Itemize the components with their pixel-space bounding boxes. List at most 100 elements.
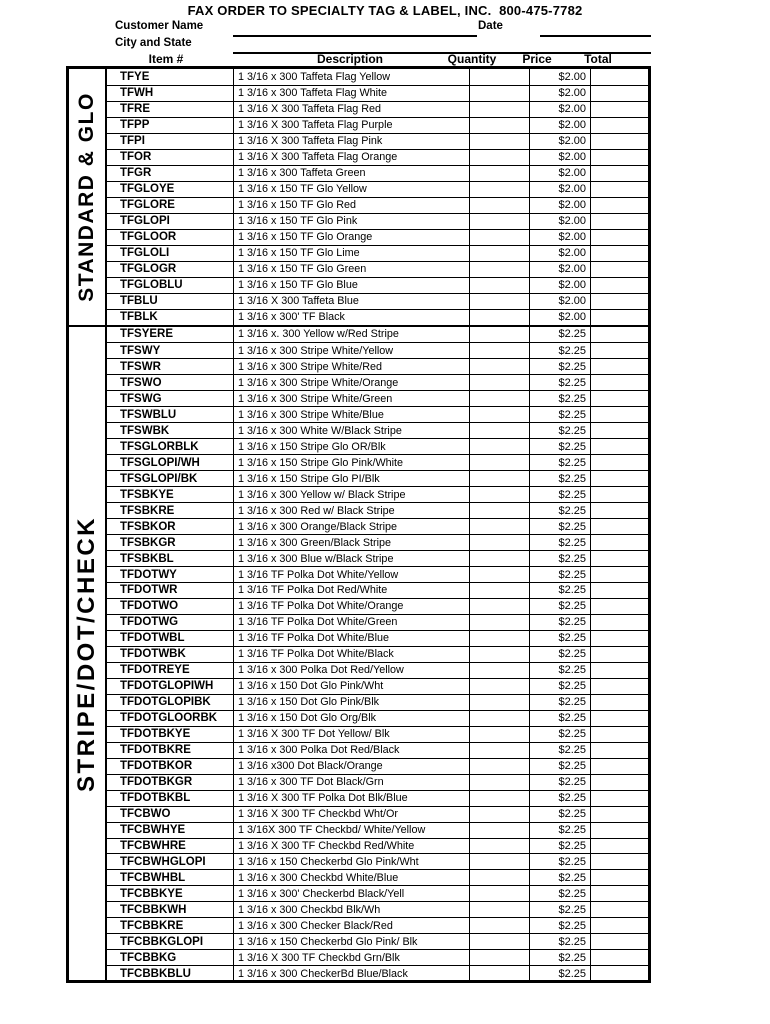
quantity-cell[interactable] — [469, 886, 529, 902]
quantity-cell[interactable] — [469, 343, 529, 359]
total-cell[interactable] — [590, 277, 648, 293]
total-cell[interactable] — [590, 117, 648, 133]
quantity-cell[interactable] — [469, 822, 529, 838]
quantity-cell[interactable] — [469, 326, 529, 343]
quantity-cell[interactable] — [469, 567, 529, 582]
total-cell[interactable] — [590, 181, 648, 197]
quantity-cell[interactable] — [469, 245, 529, 261]
quantity-cell[interactable] — [469, 407, 529, 423]
total-cell[interactable] — [590, 391, 648, 407]
quantity-cell[interactable] — [469, 261, 529, 277]
total-cell[interactable] — [590, 567, 648, 582]
quantity-cell[interactable] — [469, 69, 529, 85]
total-cell[interactable] — [590, 471, 648, 487]
quantity-cell[interactable] — [469, 439, 529, 455]
total-cell[interactable] — [590, 261, 648, 277]
total-cell[interactable] — [590, 197, 648, 213]
quantity-cell[interactable] — [469, 902, 529, 918]
total-cell[interactable] — [590, 359, 648, 375]
quantity-cell[interactable] — [469, 149, 529, 165]
total-cell[interactable] — [590, 694, 648, 710]
total-cell[interactable] — [590, 678, 648, 694]
quantity-cell[interactable] — [469, 790, 529, 806]
quantity-cell[interactable] — [469, 598, 529, 614]
total-cell[interactable] — [590, 535, 648, 551]
total-cell[interactable] — [590, 918, 648, 934]
total-cell[interactable] — [590, 790, 648, 806]
quantity-cell[interactable] — [469, 678, 529, 694]
total-cell[interactable] — [590, 583, 648, 598]
quantity-cell[interactable] — [469, 614, 529, 630]
quantity-cell[interactable] — [469, 646, 529, 662]
total-cell[interactable] — [590, 309, 648, 325]
quantity-cell[interactable] — [469, 391, 529, 407]
total-cell[interactable] — [590, 293, 648, 309]
quantity-cell[interactable] — [469, 694, 529, 710]
quantity-cell[interactable] — [469, 455, 529, 471]
quantity-cell[interactable] — [469, 165, 529, 181]
quantity-cell[interactable] — [469, 503, 529, 519]
total-cell[interactable] — [590, 439, 648, 455]
total-cell[interactable] — [590, 662, 648, 678]
total-cell[interactable] — [590, 551, 648, 567]
total-cell[interactable] — [590, 69, 648, 85]
total-cell[interactable] — [590, 966, 648, 982]
quantity-cell[interactable] — [469, 742, 529, 758]
total-cell[interactable] — [590, 614, 648, 630]
total-cell[interactable] — [590, 726, 648, 742]
quantity-cell[interactable] — [469, 375, 529, 391]
quantity-cell[interactable] — [469, 535, 529, 551]
total-cell[interactable] — [590, 503, 648, 519]
quantity-cell[interactable] — [469, 229, 529, 245]
quantity-cell[interactable] — [469, 662, 529, 678]
total-cell[interactable] — [590, 758, 648, 774]
quantity-cell[interactable] — [469, 838, 529, 854]
date-field[interactable] — [540, 35, 651, 37]
total-cell[interactable] — [590, 423, 648, 439]
total-cell[interactable] — [590, 870, 648, 886]
quantity-cell[interactable] — [469, 583, 529, 598]
total-cell[interactable] — [590, 407, 648, 423]
quantity-cell[interactable] — [469, 101, 529, 117]
quantity-cell[interactable] — [469, 870, 529, 886]
total-cell[interactable] — [590, 854, 648, 870]
total-cell[interactable] — [590, 838, 648, 854]
total-cell[interactable] — [590, 902, 648, 918]
total-cell[interactable] — [590, 646, 648, 662]
quantity-cell[interactable] — [469, 309, 529, 325]
quantity-cell[interactable] — [469, 213, 529, 229]
quantity-cell[interactable] — [469, 487, 529, 503]
quantity-cell[interactable] — [469, 359, 529, 375]
quantity-cell[interactable] — [469, 197, 529, 213]
total-cell[interactable] — [590, 149, 648, 165]
total-cell[interactable] — [590, 806, 648, 822]
total-cell[interactable] — [590, 245, 648, 261]
quantity-cell[interactable] — [469, 918, 529, 934]
quantity-cell[interactable] — [469, 630, 529, 646]
quantity-cell[interactable] — [469, 519, 529, 535]
quantity-cell[interactable] — [469, 950, 529, 966]
customer-name-field[interactable] — [233, 35, 477, 37]
quantity-cell[interactable] — [469, 854, 529, 870]
total-cell[interactable] — [590, 455, 648, 471]
total-cell[interactable] — [590, 519, 648, 535]
quantity-cell[interactable] — [469, 966, 529, 982]
total-cell[interactable] — [590, 326, 648, 343]
quantity-cell[interactable] — [469, 934, 529, 950]
total-cell[interactable] — [590, 213, 648, 229]
total-cell[interactable] — [590, 886, 648, 902]
quantity-cell[interactable] — [469, 293, 529, 309]
total-cell[interactable] — [590, 133, 648, 149]
total-cell[interactable] — [590, 165, 648, 181]
quantity-cell[interactable] — [469, 117, 529, 133]
total-cell[interactable] — [590, 229, 648, 245]
quantity-cell[interactable] — [469, 710, 529, 726]
quantity-cell[interactable] — [469, 277, 529, 293]
total-cell[interactable] — [590, 742, 648, 758]
quantity-cell[interactable] — [469, 774, 529, 790]
quantity-cell[interactable] — [469, 806, 529, 822]
quantity-cell[interactable] — [469, 726, 529, 742]
total-cell[interactable] — [590, 710, 648, 726]
total-cell[interactable] — [590, 598, 648, 614]
quantity-cell[interactable] — [469, 85, 529, 101]
